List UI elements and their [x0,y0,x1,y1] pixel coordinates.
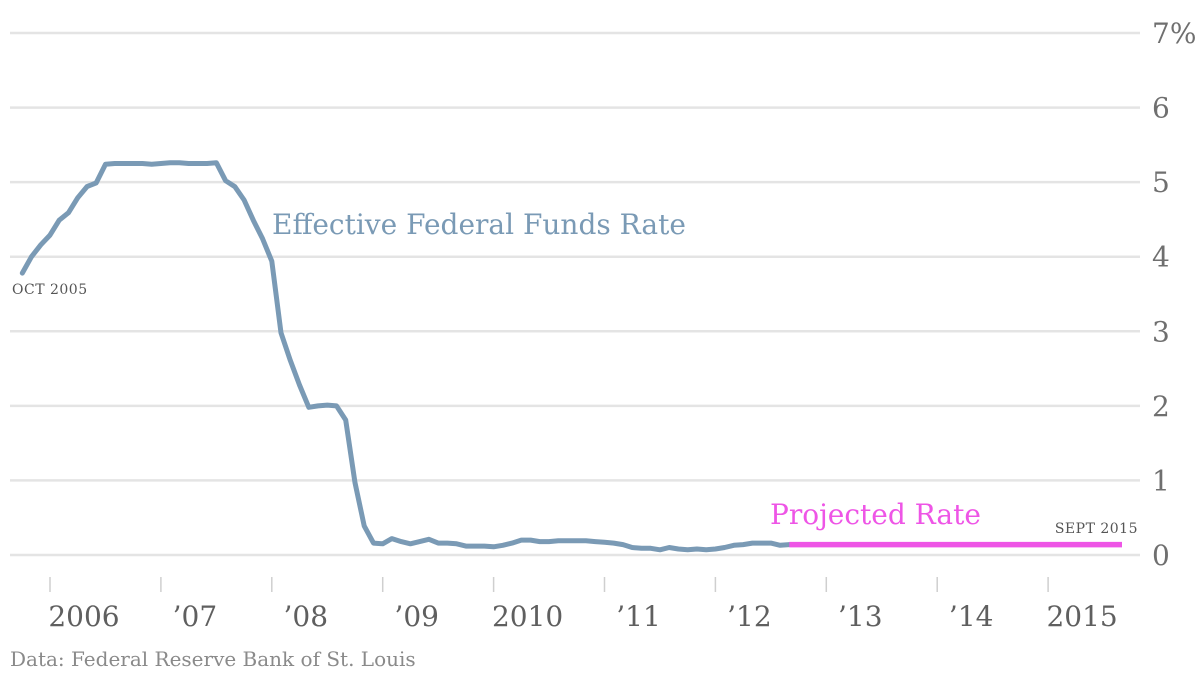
x-axis-ticks [49,577,1049,592]
x-tick-label: ’11 [616,600,661,633]
y-tick-label: 6 [1152,92,1170,125]
y-tick-label: 5 [1152,166,1170,199]
y-tick-label: 7% [1152,17,1196,50]
x-tick-label: ’08 [284,600,329,633]
series-label-projected-rate: Projected Rate [770,498,981,531]
x-tick-label: ’12 [727,600,772,633]
x-tick-label: 2010 [492,600,563,633]
effective-rate-line [19,160,792,553]
x-tick-label: 2015 [1046,600,1117,633]
x-axis-labels: 2006 ’07 ’08 ’09 2010 ’11 ’12 ’13 ’14 2015 [48,600,1117,633]
y-tick-label: 0 [1152,539,1170,572]
y-tick-label: 2 [1152,390,1170,423]
end-date-annotation: SEPT 2015 [1055,521,1138,537]
y-tick-label: 1 [1152,464,1170,497]
x-tick-label: ’14 [949,600,994,633]
x-tick-label: ’09 [394,600,439,633]
x-tick-label: ’13 [838,600,883,633]
series-label-effective-rate: Effective Federal Funds Rate [272,208,686,241]
y-tick-label: 4 [1152,241,1170,274]
y-axis-labels: 7% 6 5 4 3 2 1 0 [1152,17,1196,572]
source-note: Data: Federal Reserve Bank of St. Louis [10,647,416,671]
x-tick-label: ’07 [173,600,218,633]
x-tick-label: 2006 [48,600,119,633]
y-tick-label: 3 [1152,315,1170,348]
start-date-annotation: OCT 2005 [12,282,88,298]
gridlines [10,31,1140,557]
series-lines [19,160,1122,553]
